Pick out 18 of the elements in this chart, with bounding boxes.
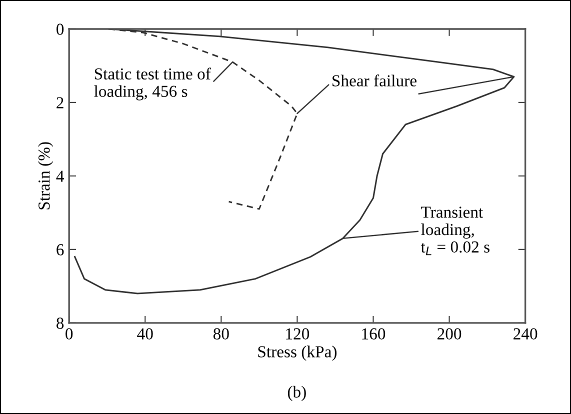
annotation: Shear failure — [332, 74, 416, 86]
text: (b) — [288, 386, 306, 401]
y-tick-label: 2 — [56, 97, 64, 108]
x-tick-label: 160 — [362, 328, 386, 340]
y-tick-label: 0 — [56, 24, 64, 35]
y-tick-label: 8 — [56, 318, 64, 329]
annotation: Static test time of loading, 456 s — [94, 68, 211, 100]
x-axis-title: Stress (kPa) — [258, 346, 337, 361]
x-tick-label: 0 — [66, 328, 73, 340]
x-tick-label: 200 — [438, 328, 462, 340]
x-tick-label: 240 — [514, 328, 538, 340]
x-tick-label: 120 — [286, 328, 310, 340]
y-axis-title: Strain (%) — [38, 142, 54, 210]
y-tick-label: 6 — [56, 244, 64, 256]
y-tick-label: 4 — [56, 170, 64, 182]
x-tick-label: 80 — [213, 328, 229, 340]
x-tick-label: 40 — [137, 328, 153, 340]
annotation: Transient loading, t$_{L}$ = 0.02 s — [420, 206, 490, 256]
